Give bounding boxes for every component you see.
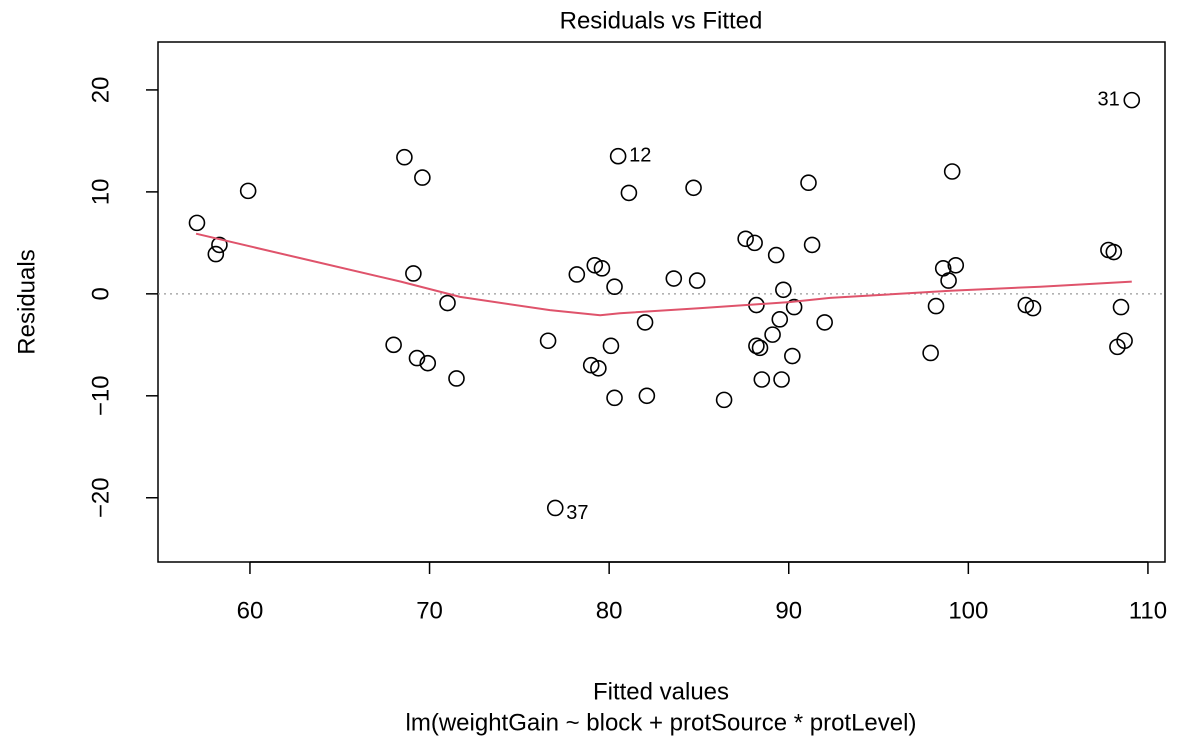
chart-title: Residuals vs Fitted xyxy=(560,7,763,34)
point-label: 37 xyxy=(566,502,588,524)
point xyxy=(419,354,437,372)
point xyxy=(771,311,789,328)
point xyxy=(239,182,257,200)
point xyxy=(947,256,965,274)
point-label: 12 xyxy=(629,144,651,166)
point xyxy=(582,356,600,374)
point xyxy=(816,314,833,331)
point xyxy=(1123,91,1141,109)
point xyxy=(784,347,801,365)
point xyxy=(715,391,733,409)
subtitle: lm(weightGain ~ block + protSource * pro… xyxy=(406,709,917,736)
point xyxy=(751,339,769,357)
point xyxy=(753,371,771,388)
point xyxy=(940,272,957,289)
point xyxy=(414,169,431,186)
y-tick-label: 10 xyxy=(87,179,114,206)
point xyxy=(606,278,623,296)
point xyxy=(546,499,564,517)
point xyxy=(785,298,803,316)
point xyxy=(927,297,945,315)
point xyxy=(1116,332,1133,350)
y-axis-label: Residuals xyxy=(13,249,40,354)
point xyxy=(665,270,683,287)
point xyxy=(685,179,702,197)
point xyxy=(207,245,225,263)
point xyxy=(568,266,586,283)
point xyxy=(396,148,413,166)
point xyxy=(606,389,623,407)
point xyxy=(943,163,961,180)
point xyxy=(803,236,821,254)
x-axis-label: Fitted values xyxy=(593,678,729,705)
point xyxy=(636,314,654,331)
x-tick-label: 70 xyxy=(416,597,443,624)
point xyxy=(211,236,228,254)
point xyxy=(448,370,465,387)
point xyxy=(385,336,402,354)
point xyxy=(800,174,817,192)
x-tick-label: 60 xyxy=(237,597,264,624)
point xyxy=(764,326,781,343)
point xyxy=(609,147,627,165)
point xyxy=(439,294,456,312)
smooth-line xyxy=(195,232,1132,317)
point xyxy=(638,387,656,405)
point xyxy=(539,332,557,350)
point xyxy=(922,344,939,362)
point xyxy=(775,281,792,299)
x-tick-label: 90 xyxy=(775,597,802,624)
point xyxy=(737,230,754,248)
y-tick-label: 0 xyxy=(87,287,114,300)
y-tick-label: −20 xyxy=(87,477,114,518)
point xyxy=(590,359,607,377)
x-tick-label: 110 xyxy=(1129,597,1167,624)
point xyxy=(1112,298,1130,316)
point xyxy=(773,371,790,388)
point xyxy=(602,337,620,355)
point xyxy=(620,184,638,202)
x-tick-label: 100 xyxy=(948,597,988,624)
point xyxy=(405,265,422,282)
plot-frame xyxy=(157,41,1166,563)
y-tick-label: −10 xyxy=(87,375,114,416)
point xyxy=(408,349,426,367)
point xyxy=(188,214,206,232)
point-label: 31 xyxy=(1098,88,1120,110)
point xyxy=(1105,243,1123,261)
point xyxy=(748,337,765,355)
y-tick-label: 20 xyxy=(87,77,114,104)
point xyxy=(688,272,706,289)
point xyxy=(746,234,763,252)
point xyxy=(1024,299,1042,317)
point xyxy=(767,246,785,264)
point xyxy=(1017,296,1035,314)
point xyxy=(593,260,611,277)
x-tick-label: 80 xyxy=(596,597,623,624)
point xyxy=(586,256,604,274)
